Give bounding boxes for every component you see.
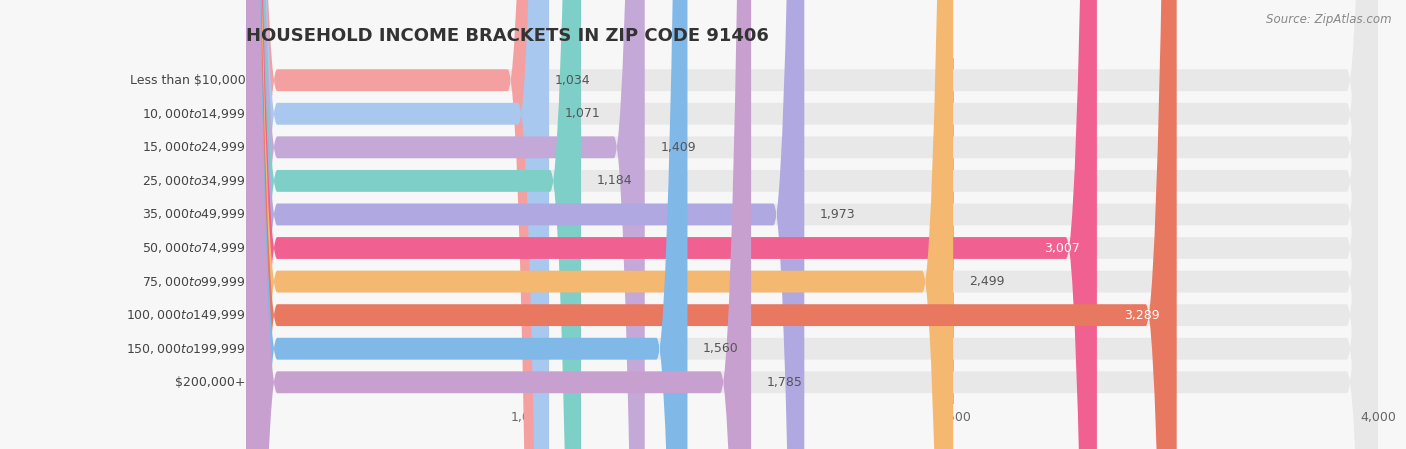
- Text: 3,007: 3,007: [1045, 242, 1080, 255]
- Text: $15,000 to $24,999: $15,000 to $24,999: [142, 141, 246, 154]
- Text: 3,289: 3,289: [1123, 308, 1160, 321]
- Text: $50,000 to $74,999: $50,000 to $74,999: [142, 241, 246, 255]
- Text: HOUSEHOLD INCOME BRACKETS IN ZIP CODE 91406: HOUSEHOLD INCOME BRACKETS IN ZIP CODE 91…: [246, 27, 769, 45]
- FancyBboxPatch shape: [246, 0, 751, 449]
- Text: 1,560: 1,560: [703, 342, 738, 355]
- FancyBboxPatch shape: [246, 0, 1378, 449]
- Text: 1,973: 1,973: [820, 208, 855, 221]
- FancyBboxPatch shape: [246, 0, 1378, 449]
- Text: $200,000+: $200,000+: [174, 376, 246, 389]
- FancyBboxPatch shape: [246, 0, 581, 449]
- FancyBboxPatch shape: [246, 0, 550, 449]
- FancyBboxPatch shape: [246, 0, 1378, 449]
- FancyBboxPatch shape: [246, 0, 804, 449]
- Text: 1,184: 1,184: [596, 174, 633, 187]
- Text: 1,034: 1,034: [554, 74, 589, 87]
- Text: 1,785: 1,785: [766, 376, 803, 389]
- FancyBboxPatch shape: [246, 0, 1378, 449]
- Text: Source: ZipAtlas.com: Source: ZipAtlas.com: [1267, 13, 1392, 26]
- FancyBboxPatch shape: [246, 0, 1378, 449]
- Text: 1,071: 1,071: [565, 107, 600, 120]
- FancyBboxPatch shape: [246, 0, 645, 449]
- FancyBboxPatch shape: [246, 0, 538, 449]
- FancyBboxPatch shape: [246, 0, 1378, 449]
- FancyBboxPatch shape: [246, 0, 688, 449]
- Text: $150,000 to $199,999: $150,000 to $199,999: [127, 342, 246, 356]
- Text: $35,000 to $49,999: $35,000 to $49,999: [142, 207, 246, 221]
- FancyBboxPatch shape: [246, 0, 953, 449]
- FancyBboxPatch shape: [246, 0, 1378, 449]
- Text: Less than $10,000: Less than $10,000: [129, 74, 246, 87]
- FancyBboxPatch shape: [246, 0, 1097, 449]
- Text: 1,409: 1,409: [661, 141, 696, 154]
- Text: $75,000 to $99,999: $75,000 to $99,999: [142, 275, 246, 289]
- Text: $25,000 to $34,999: $25,000 to $34,999: [142, 174, 246, 188]
- FancyBboxPatch shape: [246, 0, 1378, 449]
- FancyBboxPatch shape: [246, 0, 1378, 449]
- FancyBboxPatch shape: [246, 0, 1378, 449]
- Text: 2,499: 2,499: [969, 275, 1004, 288]
- Text: $10,000 to $14,999: $10,000 to $14,999: [142, 107, 246, 121]
- Text: $100,000 to $149,999: $100,000 to $149,999: [127, 308, 246, 322]
- FancyBboxPatch shape: [246, 0, 1177, 449]
